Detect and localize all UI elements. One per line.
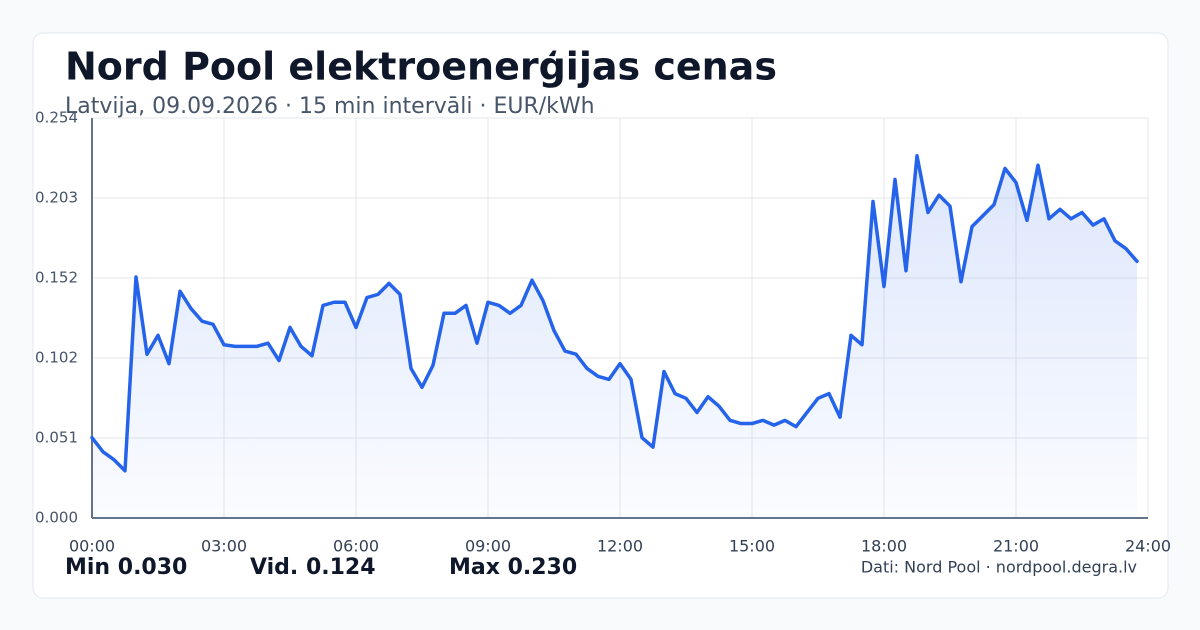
x-tick-label: 15:00 — [729, 537, 775, 556]
line — [90, 154, 1139, 473]
chart-title: Nord Pool elektroenerģijas cenas — [65, 45, 777, 89]
x-tick-label: 12:00 — [597, 537, 643, 556]
x-tick-label: 21:00 — [993, 537, 1039, 556]
stat: Vid. 0.124 — [250, 555, 376, 580]
x-tick-label: 06:00 — [333, 537, 379, 556]
stat: Min 0.030 — [65, 555, 187, 580]
chart-subtitle: Latvija, 09.09.2026 · 15 min intervāli ·… — [65, 94, 595, 119]
x-tick-label: 03:00 — [201, 537, 247, 556]
y-tick-label: 0.203 — [35, 189, 78, 207]
source: Dati: Nord Pool · nordpool.degra.lv — [861, 558, 1137, 577]
y-tick-label: 0.254 — [35, 109, 78, 127]
x-tick-label: 09:00 — [465, 537, 511, 556]
x-tick-label: 24:00 — [1125, 537, 1171, 556]
x-tick-label: 00:00 — [69, 537, 115, 556]
x-tick-label: 18:00 — [861, 537, 907, 556]
y-tick-label: 0.051 — [35, 429, 78, 447]
area — [92, 155, 1137, 518]
y-tick-label: 0.152 — [35, 269, 78, 287]
y-tick-label: 0.000 — [35, 509, 78, 527]
stat: Max 0.230 — [449, 555, 577, 580]
y-tick-label: 0.102 — [35, 349, 78, 367]
